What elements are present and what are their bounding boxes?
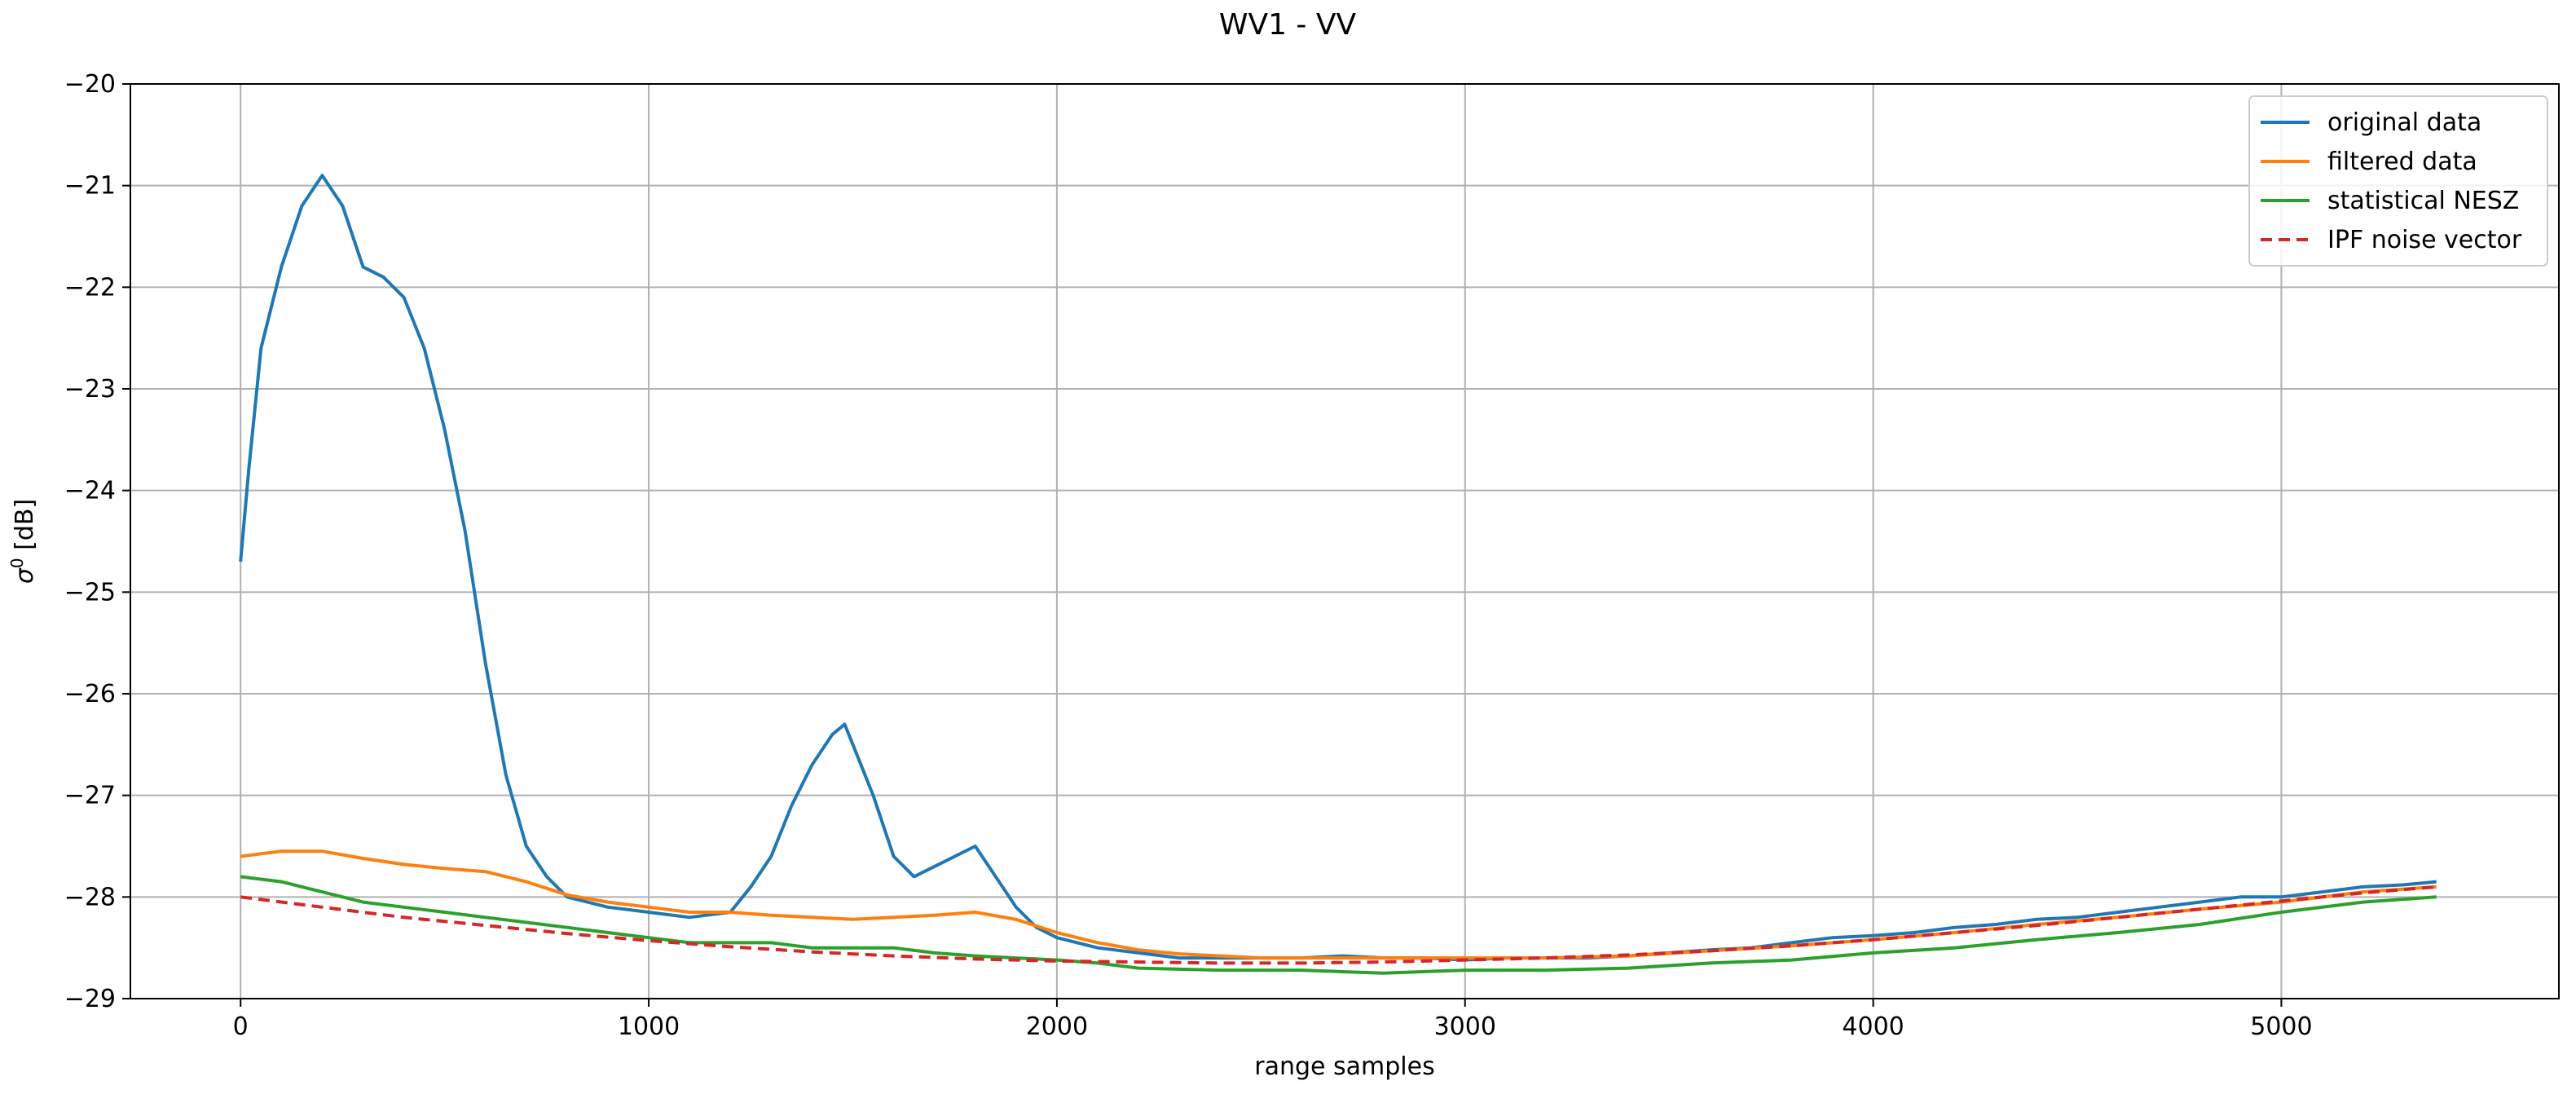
x-tick-label: 3000 — [1434, 1012, 1496, 1041]
y-axis-label-superscript: 0 — [7, 558, 27, 568]
series-line-ipf-noise-vector — [240, 884, 2437, 965]
y-tick-label: −28 — [64, 883, 116, 911]
y-axis-label-unit: [dB] — [11, 499, 39, 558]
y-tick-label: −21 — [64, 172, 116, 201]
legend: original data filtered data statistical NE… — [2248, 95, 2548, 267]
y-tick-label: −23 — [64, 375, 116, 404]
y-tick-label: −29 — [64, 985, 116, 1013]
y-tick-label: −22 — [64, 273, 116, 302]
y-tick-label: −20 — [64, 70, 116, 99]
legend-label: statistical NESZ — [2327, 187, 2519, 215]
y-axis-label: σ0 [dB] — [7, 499, 39, 584]
legend-label: IPF noise vector — [2327, 226, 2522, 254]
x-axis-label: range samples — [1254, 1052, 1434, 1081]
tick-layer: 0 1000 2000 3000 4000 5000 −29 −28 −27 −26 −25 −24 −… — [64, 70, 2313, 1041]
series-layer — [239, 174, 2437, 975]
y-tick-label: −26 — [64, 680, 116, 708]
y-axis-label-symbol: σ — [11, 567, 39, 584]
legend-box — [2248, 95, 2548, 267]
x-tick-label: 4000 — [1842, 1012, 1904, 1041]
plot-frame — [130, 83, 2560, 999]
y-tick-label: −27 — [64, 782, 116, 810]
y-tick-label: −25 — [64, 578, 116, 607]
legend-label: filtered data — [2327, 148, 2477, 176]
x-tick-label: 2000 — [1026, 1012, 1088, 1041]
y-tick-label: −24 — [64, 477, 116, 505]
series-line-original-data — [239, 174, 2437, 962]
x-tick-label: 1000 — [618, 1012, 680, 1041]
x-tick-label: 5000 — [2250, 1012, 2312, 1041]
legend-label: original data — [2327, 108, 2481, 137]
series-line-filtered-data — [240, 849, 2437, 960]
x-tick-label: 0 — [233, 1012, 249, 1041]
chart-title: WV1 - VV — [1219, 8, 1357, 42]
series-line-statistical-nesz — [240, 875, 2437, 975]
